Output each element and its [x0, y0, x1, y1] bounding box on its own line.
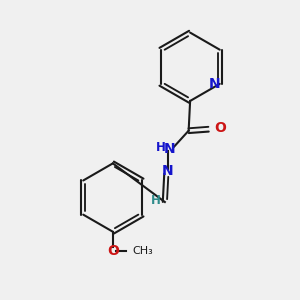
Text: H: H	[155, 141, 165, 154]
Text: CH₃: CH₃	[132, 246, 153, 256]
Text: H: H	[151, 194, 161, 207]
Text: N: N	[208, 77, 220, 91]
Text: O: O	[214, 121, 226, 135]
Text: N: N	[162, 164, 174, 178]
Text: O: O	[107, 244, 119, 258]
Text: N: N	[164, 142, 175, 155]
